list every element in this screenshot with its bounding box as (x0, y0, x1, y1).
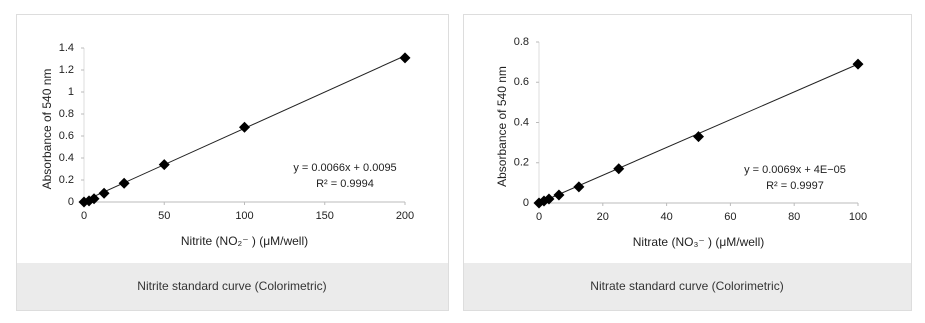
y-tick-label: 0.8 (514, 36, 529, 48)
trendline-equation: y = 0.0066x + 0.0095 (293, 162, 396, 174)
point (158, 159, 170, 171)
caption-band (17, 263, 448, 310)
caption: Nitrite standard curve (Colorimetric) (137, 279, 326, 293)
x-tick-label: 100 (849, 211, 867, 223)
x-tick-label: 0 (81, 210, 87, 222)
x-tick-label: 60 (724, 211, 736, 223)
x-tick-label: 40 (660, 211, 672, 223)
x-tick-label: 200 (396, 210, 414, 222)
y-tick-label: 0.2 (59, 174, 74, 186)
y-tick-label: 0.6 (514, 76, 529, 88)
y-tick-label: 0.8 (59, 108, 74, 120)
y-tick-label: 0.4 (59, 152, 74, 164)
caption: Nitrate standard curve (Colorimetric) (590, 279, 783, 293)
trendline-equation: y = 0.0069x + 4E−05 (744, 164, 846, 176)
x-tick-label: 150 (316, 210, 334, 222)
y-tick-label: 1.2 (59, 64, 74, 76)
point (613, 163, 625, 175)
point (693, 131, 704, 143)
x-tick-label: 50 (158, 210, 170, 222)
x-tick-label: 20 (597, 211, 609, 223)
caption-band (464, 263, 911, 310)
point (118, 177, 130, 189)
y-axis-title: Absorbance of 540 nm (495, 66, 509, 187)
y-tick-label: 1.4 (59, 42, 74, 54)
y-tick-label: 0.4 (514, 116, 529, 128)
y-tick-label: 0 (523, 197, 529, 209)
point (399, 52, 411, 64)
x-tick-label: 80 (788, 211, 800, 223)
point (543, 193, 555, 205)
point (553, 189, 565, 201)
x-axis-title: Nitrate (NO₃⁻ ) (μM/well) (633, 235, 764, 249)
y-tick-label: 1 (68, 86, 74, 98)
y-tick-label: 0 (68, 196, 74, 208)
point (239, 121, 250, 133)
r-squared: R² = 0.9997 (766, 180, 824, 192)
point (98, 187, 110, 199)
point (88, 193, 100, 205)
y-tick-label: 0.6 (59, 130, 74, 142)
x-tick-label: 0 (536, 211, 542, 223)
point (573, 181, 585, 193)
y-axis-title: Absorbance of 540 nm (40, 69, 54, 190)
panel (16, 14, 449, 311)
y-tick-label: 0.2 (514, 157, 529, 169)
point (852, 58, 864, 70)
x-axis-title: Nitrite (NO₂⁻ ) (μM/well) (181, 234, 308, 248)
r-squared: R² = 0.9994 (316, 178, 374, 190)
x-tick-label: 100 (235, 210, 253, 222)
